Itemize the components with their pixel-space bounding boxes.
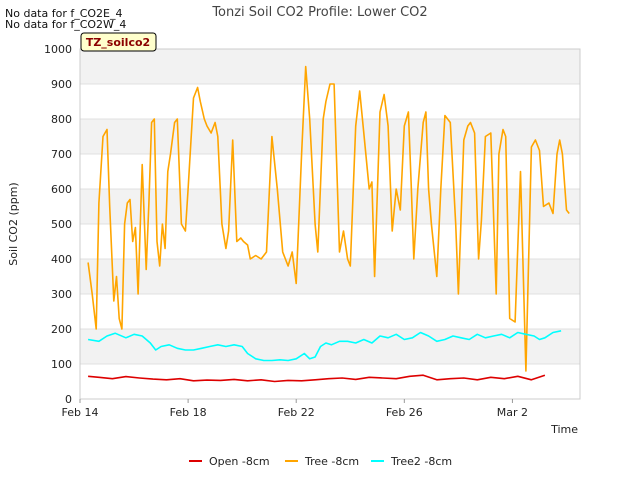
plot-band (80, 329, 580, 364)
legend-label-3: Tree2 -8cm (390, 455, 452, 468)
plot-band (80, 84, 580, 119)
series-line-2 (87, 65, 570, 372)
tag-label: TZ_soilco2 (86, 36, 150, 49)
plot-band (80, 49, 580, 84)
plot-band (80, 294, 580, 329)
plot-band (80, 189, 580, 224)
y-tick-label: 300 (51, 288, 72, 301)
y-tick-label: 500 (51, 218, 72, 231)
tag-box: TZ_soilco2 (80, 32, 157, 52)
y-tick-label: 900 (51, 78, 72, 91)
y-tick-label: 600 (51, 183, 72, 196)
legend-label-1: Open -8cm (209, 455, 270, 468)
x-tick-label: Feb 22 (278, 406, 315, 419)
plot-band (80, 224, 580, 259)
x-tick-label: Feb 14 (62, 406, 99, 419)
chart-title: Tonzi Soil CO2 Profile: Lower CO2 (211, 5, 427, 20)
y-tick-label: 800 (51, 113, 72, 126)
y-tick-label: 100 (51, 358, 72, 371)
plot-band (80, 364, 580, 399)
x-axis-label: Time (550, 423, 578, 436)
y-axis-label: Soil CO2 (ppm) (7, 182, 20, 265)
no-data-note-1: No data for f_CO2E_4 (5, 7, 123, 20)
series-line-1 (88, 374, 546, 383)
plot-band (80, 154, 580, 189)
no-data-note-2: No data for f_CO2W_4 (5, 18, 127, 31)
plot-band (80, 119, 580, 154)
series-line-3 (87, 330, 562, 362)
y-tick-label: 0 (65, 393, 72, 406)
legend-label-2: Tree -8cm (304, 455, 359, 468)
plot-band (80, 259, 580, 294)
y-tick-label: 200 (51, 323, 72, 336)
x-tick-label: Feb 18 (170, 406, 207, 419)
y-tick-label: 700 (51, 148, 72, 161)
legend: Open -8cm Tree -8cm Tree2 -8cm (189, 455, 452, 468)
x-tick-label: Feb 26 (386, 406, 423, 419)
plot-frame (79, 48, 581, 400)
x-tick-label: Mar 2 (497, 406, 528, 419)
y-tick-label: 400 (51, 253, 72, 266)
y-tick-label: 1000 (44, 43, 72, 56)
